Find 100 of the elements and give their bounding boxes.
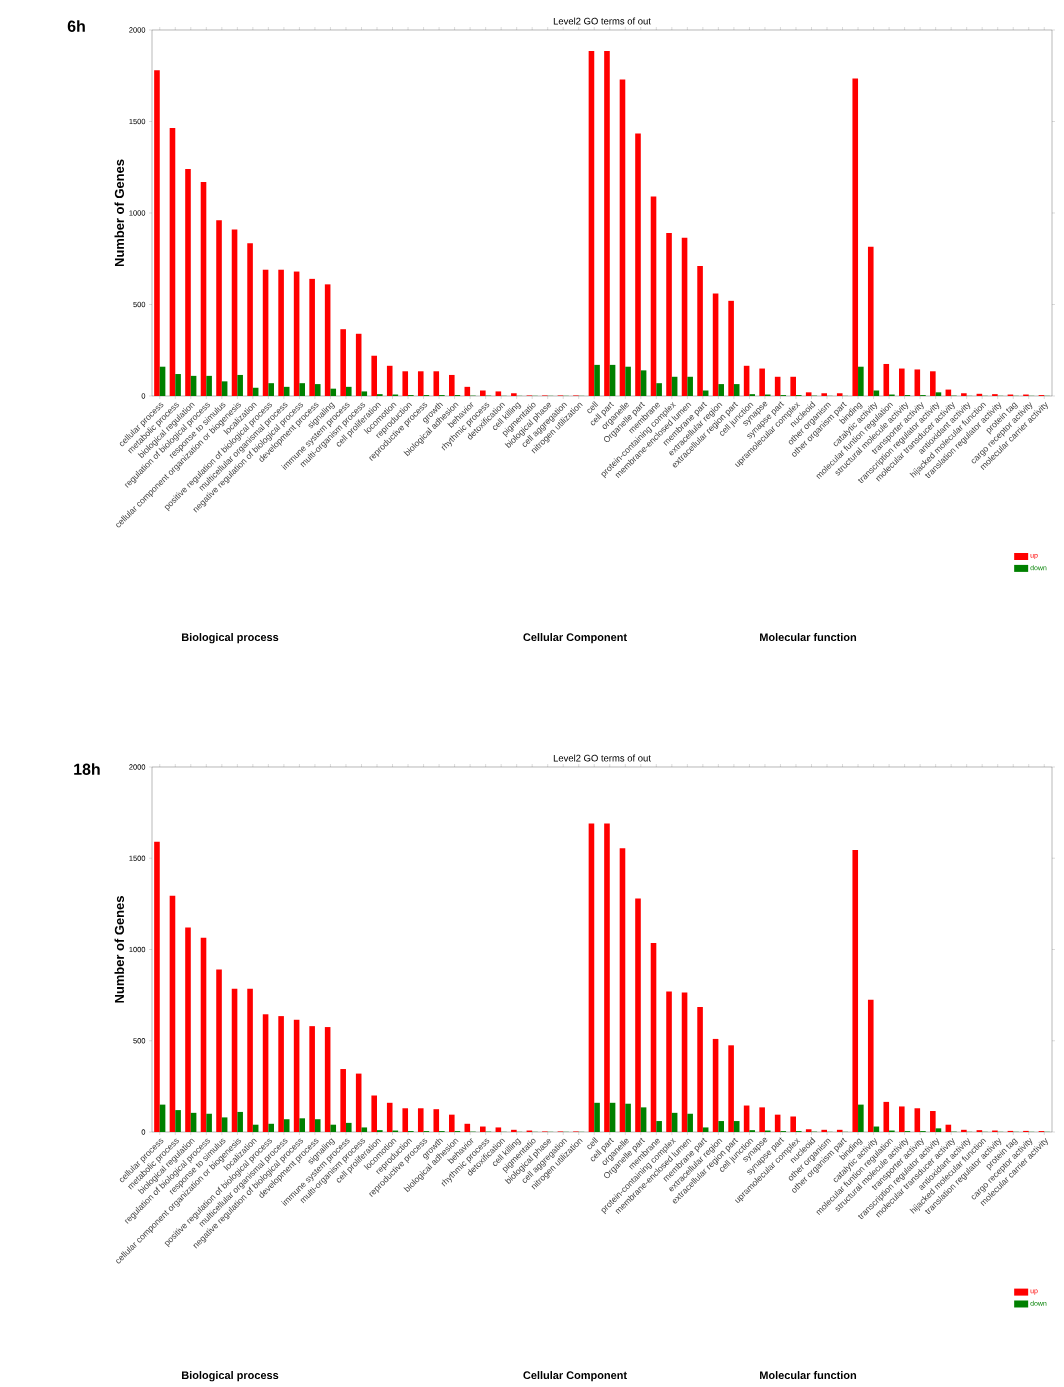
bar — [836, 1129, 843, 1132]
bar — [836, 393, 843, 396]
text: Biological process — [182, 1371, 279, 1382]
y-axis-title: Number of Genes — [114, 896, 125, 1003]
bar — [448, 1114, 455, 1132]
bar — [805, 392, 812, 396]
bar — [728, 1045, 734, 1132]
bar — [728, 300, 734, 396]
text: Molecular function — [760, 633, 857, 642]
bar — [821, 393, 828, 396]
bar — [314, 1119, 321, 1132]
bar — [340, 1069, 346, 1132]
bar — [154, 70, 160, 396]
text: Cellular Component — [523, 633, 627, 644]
bar — [237, 1111, 243, 1132]
bar — [448, 374, 455, 396]
bar — [733, 1121, 740, 1132]
x-tick-label: cell — [587, 1137, 599, 1150]
bar — [262, 1014, 269, 1132]
bar — [480, 1126, 486, 1132]
bar — [309, 278, 315, 396]
bar — [656, 1121, 662, 1132]
bar — [175, 1110, 181, 1132]
bar — [883, 363, 890, 396]
bar — [681, 992, 688, 1132]
bar — [640, 1107, 647, 1132]
bar — [386, 365, 393, 396]
bar — [635, 898, 641, 1132]
bar — [345, 386, 352, 396]
bar — [309, 1026, 315, 1132]
bar — [914, 1108, 921, 1132]
bar — [899, 1106, 905, 1132]
bar — [702, 1127, 709, 1132]
bar — [867, 246, 874, 396]
bar — [402, 371, 409, 396]
bar — [640, 370, 647, 396]
bar — [417, 371, 424, 396]
bar — [361, 391, 368, 396]
bar — [247, 988, 253, 1132]
bar — [330, 1124, 337, 1132]
bar — [604, 51, 610, 396]
bar — [206, 375, 212, 396]
bar — [268, 383, 274, 396]
bar — [625, 1103, 631, 1132]
bar — [371, 355, 377, 396]
x-tick-label: cell — [587, 401, 599, 414]
bar — [495, 391, 502, 396]
bar — [511, 1129, 517, 1132]
bar — [930, 371, 936, 396]
bar — [314, 384, 321, 396]
bar — [625, 366, 631, 396]
bar — [433, 1109, 440, 1132]
bar — [268, 1123, 274, 1132]
bar — [386, 1102, 393, 1132]
bar — [790, 376, 796, 396]
bar — [790, 1116, 796, 1132]
bar — [324, 284, 331, 396]
bar — [278, 269, 284, 396]
bar — [278, 1016, 284, 1132]
bar — [154, 841, 160, 1132]
bar — [480, 390, 486, 396]
bar — [961, 393, 967, 396]
bar — [697, 266, 703, 396]
bar — [604, 823, 610, 1132]
bar — [930, 1111, 936, 1132]
bar — [216, 220, 222, 396]
bar — [299, 383, 306, 396]
bar — [185, 169, 191, 396]
bar — [935, 1128, 942, 1132]
bar — [852, 78, 859, 396]
bar — [340, 329, 346, 396]
text: Molecular function — [760, 1371, 857, 1380]
bar — [935, 392, 942, 396]
text: Biological process — [182, 633, 279, 644]
bar — [283, 1119, 290, 1132]
bar — [594, 1102, 600, 1132]
bar — [858, 366, 864, 396]
chart-title: Level2 GO terms of out — [553, 17, 651, 25]
text: 6h — [67, 20, 85, 32]
bar — [666, 991, 672, 1132]
bar — [433, 371, 440, 396]
chart-title: Level2 GO terms of out — [553, 754, 651, 762]
bar — [656, 383, 662, 396]
bar — [594, 364, 600, 396]
bar — [330, 388, 337, 396]
bar — [495, 1127, 502, 1132]
bar — [961, 1129, 967, 1132]
y-axis-title: Number of Genes — [114, 159, 125, 267]
bar — [402, 1108, 409, 1132]
bar — [216, 969, 222, 1132]
bar — [687, 1113, 693, 1132]
bar — [733, 384, 740, 396]
bar — [697, 1006, 703, 1132]
bar — [759, 368, 765, 396]
bar — [718, 384, 724, 396]
bar — [511, 393, 517, 396]
bar — [247, 243, 253, 396]
bar — [206, 1113, 212, 1132]
bar — [883, 1101, 890, 1132]
bar — [666, 233, 672, 396]
